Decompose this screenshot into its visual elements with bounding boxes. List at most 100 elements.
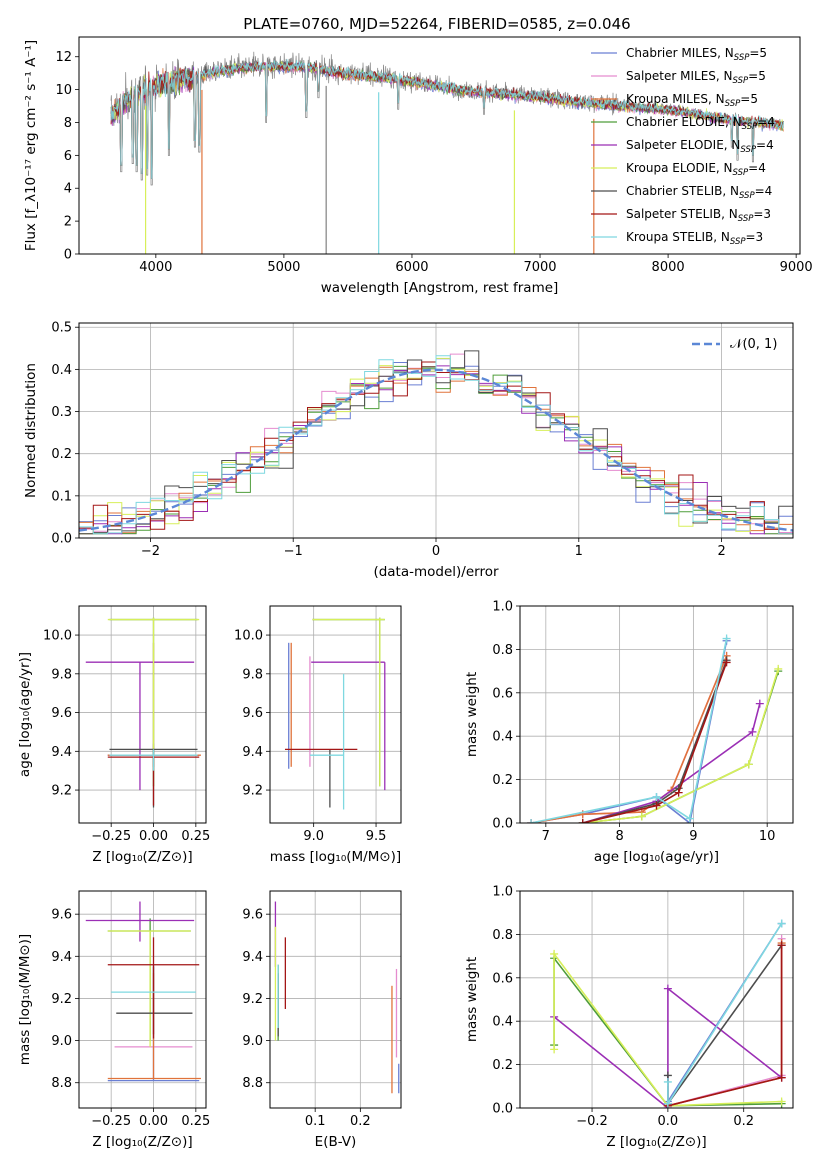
legend-label: Salpeter MILES, NSSP=5: [626, 69, 766, 86]
x-tick-label: 4000: [139, 260, 172, 275]
y-tick-label: 6: [64, 149, 72, 164]
mass-weight-marker: [755, 699, 764, 708]
mass-weight-marker: [744, 760, 753, 769]
massweight-vs-Z-panel: −0.2 0.0 0.2 0.0 0.2 0.4 0.6 0.8 1.0 Z [log₁₀(Z/Z…: [464, 885, 794, 1150]
x-tick-label: 0.2: [733, 1114, 754, 1129]
mass-weight-line: [530, 640, 728, 823]
model-spectrum-line: [110, 59, 784, 179]
legend-label: Kroupa STELIB, NSSP=3: [626, 230, 763, 247]
y-tick-label: 0.6: [492, 686, 513, 701]
y-tick-label: 0.8: [492, 643, 513, 658]
x-tick-label: −0.2: [576, 1114, 608, 1129]
x-tick-label: −2: [141, 544, 160, 559]
x-axis-label: age [log₁₀(age/yr)]: [594, 849, 719, 865]
y-tick-label: 9.2: [242, 992, 263, 1007]
y-tick-label: 0.0: [492, 817, 513, 832]
legend-label: Kroupa MILES, NSSP=5: [626, 92, 758, 109]
x-tick-label: 8: [615, 829, 623, 844]
x-axis-label: Z [log₁₀(Z/Z⊙)]: [92, 849, 192, 865]
legend-model-name: Chabrier ELODIE, N: [626, 115, 742, 129]
histogram-lines: [79, 350, 793, 535]
legend-subscript: SSP: [734, 53, 750, 63]
x-axis-label: E(B-V): [315, 1134, 357, 1150]
legend-model-name: Salpeter MILES, N: [626, 69, 733, 83]
x-tick-label: 0.00: [139, 1114, 168, 1129]
axes-frame: [78, 322, 794, 539]
axes-frame: [519, 605, 794, 824]
legend-nssp-value: =3: [746, 230, 764, 244]
y-tick-label: 9.6: [242, 908, 263, 923]
y-tick-label: 9.6: [242, 706, 263, 721]
age-vs-Z-panel: −0.25 0.00 0.25 9.2 9.4 9.6 9.8 10.0 Z [log₁₀(Z/…: [17, 605, 210, 865]
x-tick-label: 9: [689, 829, 697, 844]
y-tick-label: 10.0: [234, 629, 263, 644]
plots: 4000 5000 6000 7000 8000 9000024681012wavelen…: [17, 36, 813, 1150]
y-tick-label: 0.0: [51, 532, 72, 547]
legend-nssp-value: =4: [748, 161, 766, 175]
y-tick-label: 8.8: [242, 1076, 263, 1091]
mass-weight-marker: [663, 1077, 672, 1086]
y-tick-label: 0.1: [51, 489, 72, 504]
y-tick-label: 9.4: [242, 745, 263, 760]
mass-vs-Z-panel: −0.25 0.00 0.25 8.8 9.0 9.2 9.4 9.6 Z [log₁₀(Z/Z…: [17, 890, 210, 1150]
y-axis-label: Normed distribution: [23, 363, 39, 498]
x-tick-label: 2: [717, 544, 725, 559]
mass-weight-line: [582, 660, 728, 823]
mass-weight-marker: [663, 984, 672, 993]
mass-weight-line: [582, 668, 779, 823]
mass-weight-line: [553, 986, 783, 1108]
axes-frame: [78, 605, 207, 824]
legend-subscript: SSP: [733, 76, 749, 86]
x-tick-label: −1: [284, 544, 303, 559]
x-tick-label: −0.25: [91, 1114, 131, 1129]
mass-weight-marker: [550, 1045, 559, 1054]
axes-frame: [78, 36, 801, 255]
weight-lines: [527, 634, 783, 823]
y-tick-label: 9.0: [242, 1034, 263, 1049]
y-tick-label: 9.4: [242, 950, 263, 965]
legend-subscript: SSP: [740, 145, 756, 155]
x-tick-label: 0.0: [658, 1114, 679, 1129]
mass-weight-line: [530, 638, 728, 823]
mass-weight-line: [582, 662, 728, 823]
y-tick-label: 9.2: [242, 784, 263, 799]
residual-histogram: [79, 355, 793, 535]
y-axis-label: Flux [f_λ10⁻¹⁷ erg cm⁻² s⁻¹ A⁻¹]: [23, 40, 39, 251]
legend-model-name: Chabrier MILES, N: [626, 46, 734, 60]
mass-weight-marker: [777, 919, 786, 928]
y-tick-label: 10: [55, 83, 72, 98]
legend-label: Kroupa ELODIE, NSSP=4: [626, 161, 766, 178]
normal-reference-curve: [79, 368, 793, 532]
legend-label: Chabrier MILES, NSSP=5: [626, 46, 767, 63]
mass-weight-marker: [722, 634, 731, 643]
residuals-panel: −2 −1 0 1 2 0.0 0.1 0.2 0.3 0.4 0.5 (data-model)/er…: [23, 321, 794, 580]
y-axis-label: age [log₁₀(age/yr)]: [17, 652, 33, 777]
legend-subscript: SSP: [733, 168, 749, 178]
x-tick-label: 9.0: [303, 829, 324, 844]
mass-weight-marker: [550, 949, 559, 958]
y-tick-label: 0.2: [492, 773, 513, 788]
y-tick-label: 9.6: [51, 706, 72, 721]
y-tick-label: 1.0: [492, 600, 513, 615]
y-tick-label: 9.4: [51, 950, 72, 965]
y-axis-label: mass weight: [464, 957, 480, 1042]
mass-weight-marker: [652, 801, 661, 810]
legend-nssp-value: =5: [749, 46, 767, 60]
legend-label: Salpeter STELIB, NSSP=3: [626, 207, 771, 224]
y-tick-label: 8.8: [51, 1076, 72, 1091]
mass-weight-marker: [578, 819, 587, 823]
x-tick-label: −0.25: [91, 829, 131, 844]
y-tick-label: 0.4: [492, 1015, 513, 1030]
x-tick-label: 0.00: [139, 829, 168, 844]
x-tick-label: 5000: [267, 260, 300, 275]
axes-frame: [269, 890, 402, 1109]
y-tick-label: 9.2: [51, 992, 72, 1007]
errorbars: [85, 617, 201, 808]
y-tick-label: 8: [64, 116, 72, 131]
mass-weight-line: [667, 923, 783, 1107]
x-tick-label: 10: [759, 829, 776, 844]
legend-model-name: Chabrier STELIB, N: [626, 184, 739, 198]
y-tick-label: 9.2: [51, 784, 72, 799]
mass-weight-marker: [777, 1073, 786, 1082]
legend-nssp-value: =5: [748, 69, 766, 83]
